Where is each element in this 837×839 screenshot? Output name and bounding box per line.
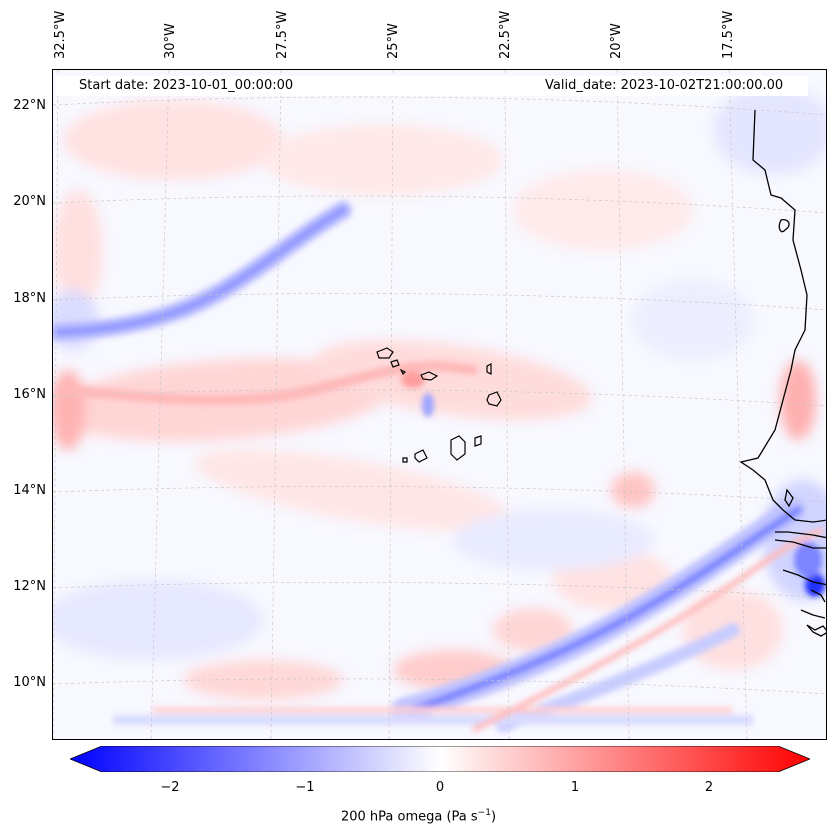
- info-bar: [56, 76, 808, 96]
- lon-label-22-5w: 22.5°W: [498, 10, 513, 59]
- colorbar-tick-neg1: −1: [295, 780, 315, 795]
- map-panel[interactable]: [52, 69, 827, 740]
- omega-field-map: [53, 70, 826, 739]
- lon-label-30w: 30°W: [163, 23, 178, 59]
- valid-date-label: Valid_date: 2023-10-02T21:00:00.00: [545, 78, 784, 93]
- lat-label-12n: 12°N: [13, 579, 46, 594]
- graticule: [53, 70, 826, 739]
- omega-field-patches: [53, 85, 826, 700]
- lat-label-22n: 22°N: [13, 98, 46, 113]
- lon-label-25w: 25°W: [386, 23, 401, 59]
- colorbar-label-main: 200 hPa omega (Pa s: [340, 809, 478, 825]
- lon-label-20w: 20°W: [609, 23, 624, 59]
- colorbar-tick-0: 0: [435, 780, 445, 795]
- colorbar-label-close: ): [490, 809, 497, 825]
- coastline: [739, 109, 826, 637]
- colorbar-tick-1: 1: [570, 780, 580, 795]
- colorbar: [70, 746, 810, 772]
- colorbar-gradient: [70, 746, 810, 772]
- lon-label-32-5w: 32.5°W: [53, 10, 68, 59]
- lat-label-10n: 10°N: [13, 675, 46, 690]
- colorbar-tick-2: 2: [704, 780, 714, 795]
- colorbar-label: 200 hPa omega (Pa s−1): [0, 808, 837, 824]
- cape-verde-islands: [376, 347, 502, 463]
- lon-label-27-5w: 27.5°W: [275, 10, 290, 59]
- lat-label-20n: 20°N: [13, 194, 46, 209]
- lat-label-18n: 18°N: [13, 291, 46, 306]
- lon-label-17-5w: 17.5°W: [721, 10, 736, 59]
- lat-label-14n: 14°N: [13, 483, 46, 498]
- colorbar-tick-neg2: −2: [160, 780, 180, 795]
- start-date-label: Start date: 2023-10-01_00:00:00: [79, 78, 294, 93]
- colorbar-label-exponent: −1: [477, 808, 491, 818]
- lat-label-16n: 16°N: [13, 387, 46, 402]
- omega-field-bands: [53, 201, 825, 733]
